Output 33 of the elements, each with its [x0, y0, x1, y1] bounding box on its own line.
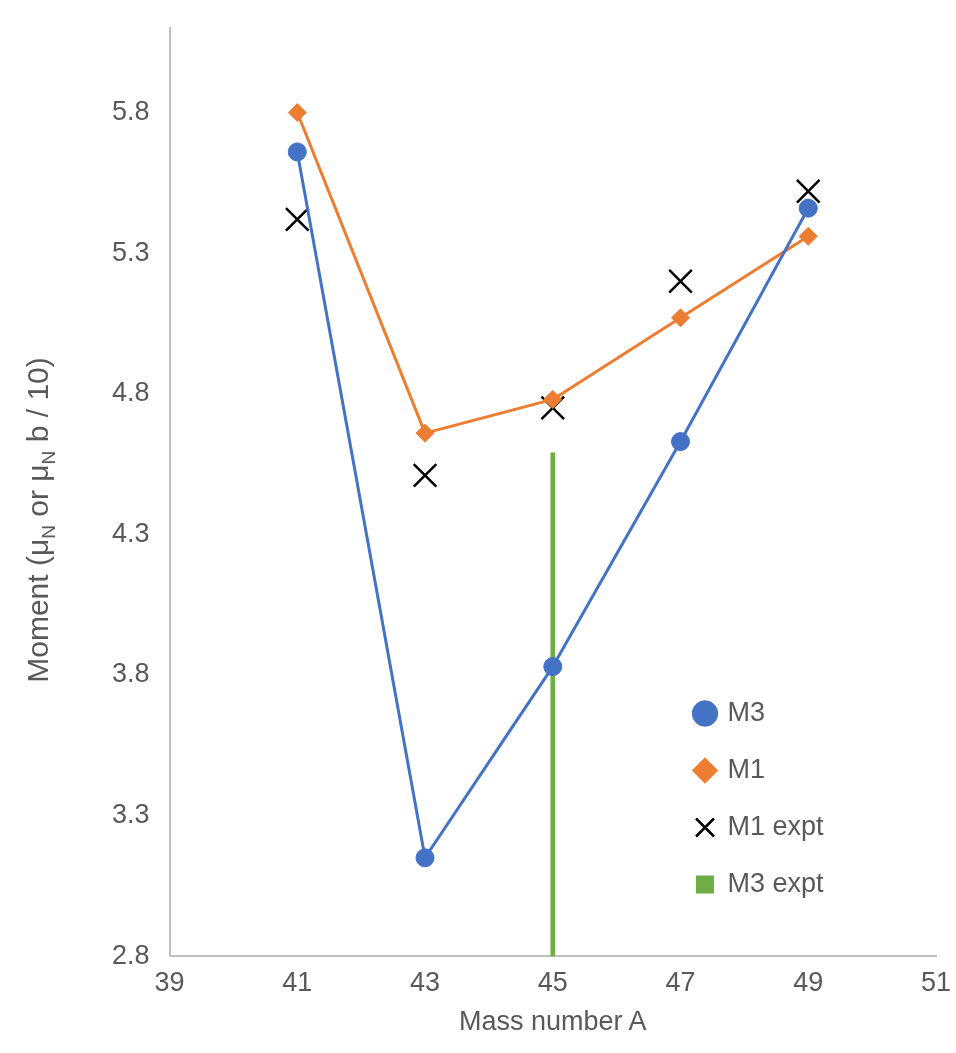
point [287, 103, 307, 123]
y-tick-label: 5.8 [111, 96, 150, 127]
y-tick-label: 3.3 [111, 799, 150, 830]
point [798, 226, 818, 246]
point [284, 206, 310, 232]
point [798, 198, 818, 218]
x-tick-label: 47 [665, 966, 696, 997]
y-tick-label: 5.3 [111, 236, 150, 267]
y-tick-label: 2.8 [111, 939, 150, 970]
x-tick-label: 51 [920, 966, 952, 997]
point [671, 308, 691, 328]
point [543, 389, 563, 409]
point [415, 848, 435, 868]
point [671, 432, 691, 452]
x-tick-label: 41 [282, 966, 313, 997]
point [415, 423, 435, 443]
x-tick-label: 43 [410, 966, 441, 997]
point [287, 142, 307, 162]
y-tick-label: 3.8 [111, 658, 150, 689]
legend-label: M3 [727, 696, 766, 727]
x-tick-label: 45 [537, 966, 568, 997]
point [795, 178, 821, 204]
legend-label: M1 [727, 753, 766, 784]
y-tick-label: 4.8 [111, 377, 150, 408]
legend-label: M3 expt [727, 867, 825, 898]
point [412, 462, 438, 488]
x-axis-title: Mass number A [458, 1006, 647, 1037]
x-tick-label: 39 [154, 966, 185, 997]
y-tick-label: 4.3 [111, 517, 150, 548]
point [667, 268, 694, 294]
legend-label: M1 expt [727, 810, 825, 841]
x-tick-label: 49 [793, 966, 824, 997]
point [543, 657, 563, 677]
